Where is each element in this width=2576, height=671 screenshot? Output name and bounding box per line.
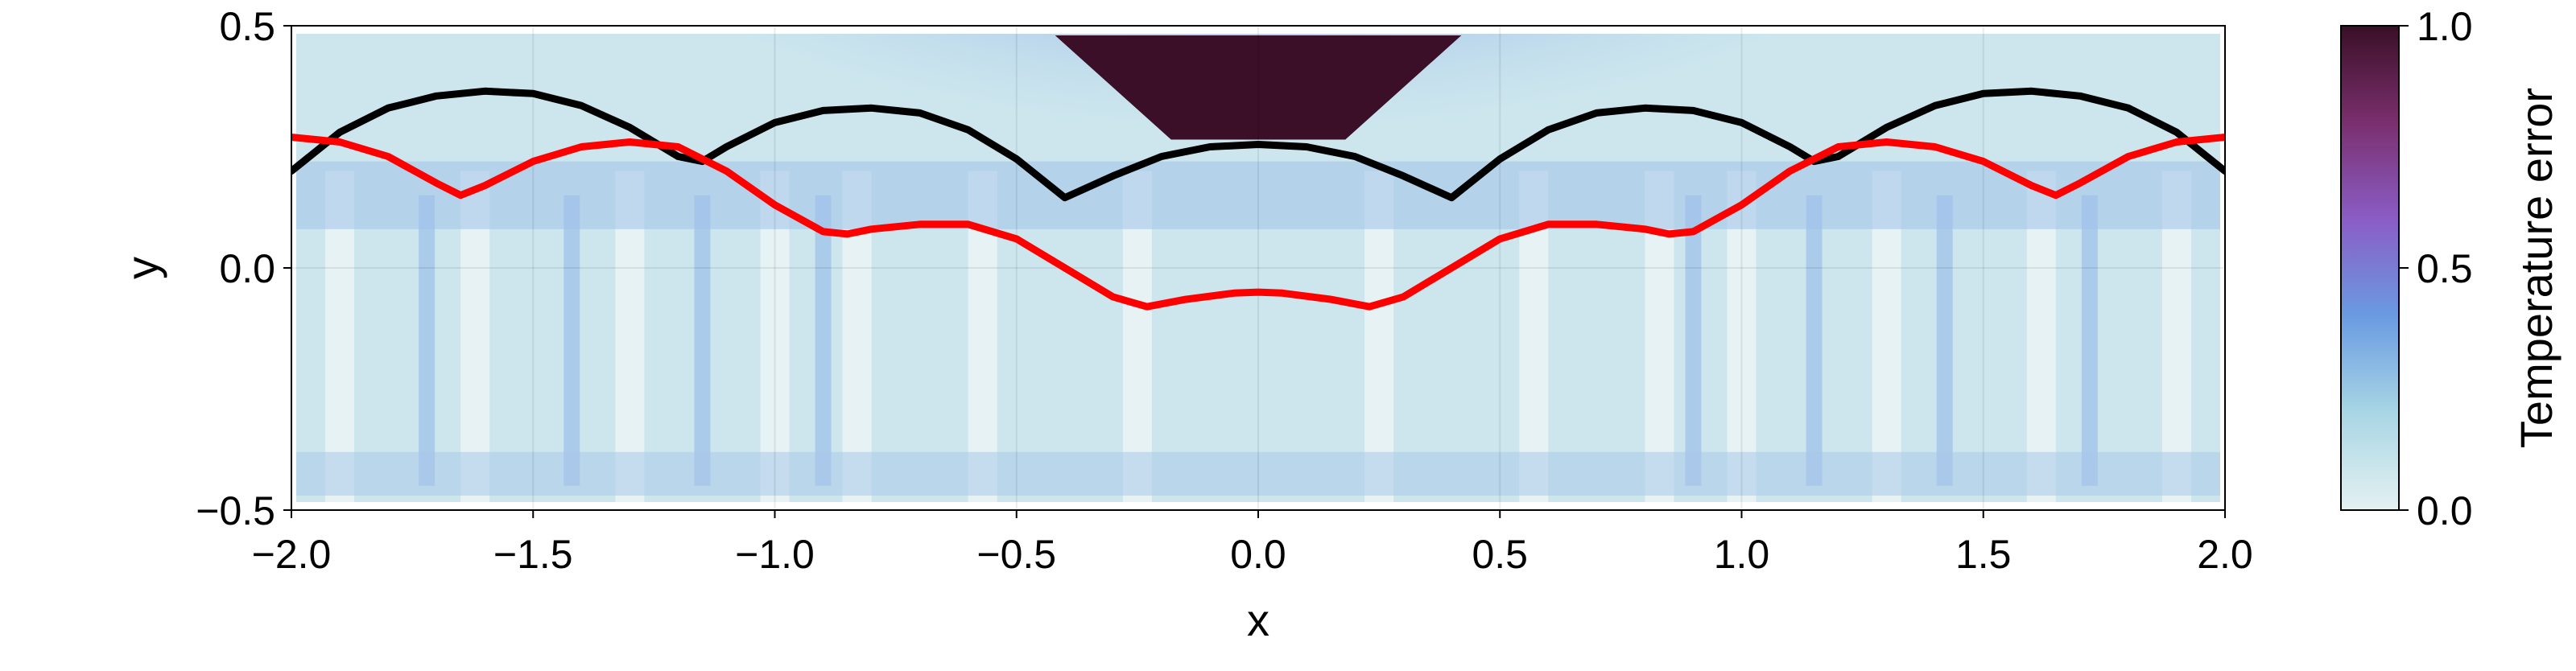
colorbar-tick-label: 1.0 [2417, 4, 2473, 49]
heatmap-stripe-dark [1685, 195, 1702, 486]
colorbar [2340, 25, 2400, 511]
heatmap-stripe-dark [2081, 195, 2098, 486]
x-tick-label: 0.5 [1472, 532, 1528, 577]
colorbar-tick-label: 0.0 [2417, 488, 2473, 533]
heatmap-edge-right [2220, 26, 2225, 510]
series-line-2 [291, 134, 2225, 311]
x-tick-label: −1.5 [493, 532, 573, 577]
colorbar-label: Temperature error [2511, 88, 2562, 448]
heatmap-edge-left [291, 26, 296, 510]
heatmap-stripe-dark [815, 195, 832, 486]
heatmap-edge-top [291, 26, 2225, 34]
heatmap [291, 26, 2225, 510]
x-tick-label: −2.0 [252, 532, 332, 577]
heatmap-bottom-band [291, 451, 2225, 496]
y-tick-label: −0.5 [196, 488, 275, 533]
y-tick-label: 0.0 [219, 246, 275, 291]
y-ticks: −0.5 0.0 0.5 [196, 4, 291, 533]
x-tick-label: 0.0 [1230, 532, 1286, 577]
heatmap-edge-bottom [291, 502, 2225, 510]
heatmap-peak-top [1055, 35, 1462, 140]
heatmap-stripe-dark [1936, 195, 1953, 486]
x-tick-label: 1.5 [1955, 532, 2012, 577]
heatmap-stripe-dark [1806, 195, 1823, 486]
heatmap-stripe-dark [694, 195, 711, 486]
x-axis-label: x [1247, 595, 1269, 645]
series-layer [291, 87, 2225, 311]
colorbar-tick-label: 0.5 [2417, 246, 2473, 291]
x-tick-label: −0.5 [976, 532, 1056, 577]
heatmap-stripe-dark [419, 195, 436, 486]
x-tick-label: 1.0 [1714, 532, 1770, 577]
colorbar-ticks: 0.0 0.5 1.0 [2399, 4, 2473, 533]
series-line-1 [291, 87, 2225, 202]
x-tick-label: −1.0 [735, 532, 815, 577]
y-axis-label: y [117, 257, 167, 279]
y-tick-label: 0.5 [219, 4, 275, 49]
x-ticks: −2.0 −1.5 −1.0 −0.5 0.0 0.5 1.0 1.5 2.0 [252, 510, 2253, 577]
heatmap-stripe-dark [564, 195, 580, 486]
x-tick-label: 2.0 [2197, 532, 2253, 577]
